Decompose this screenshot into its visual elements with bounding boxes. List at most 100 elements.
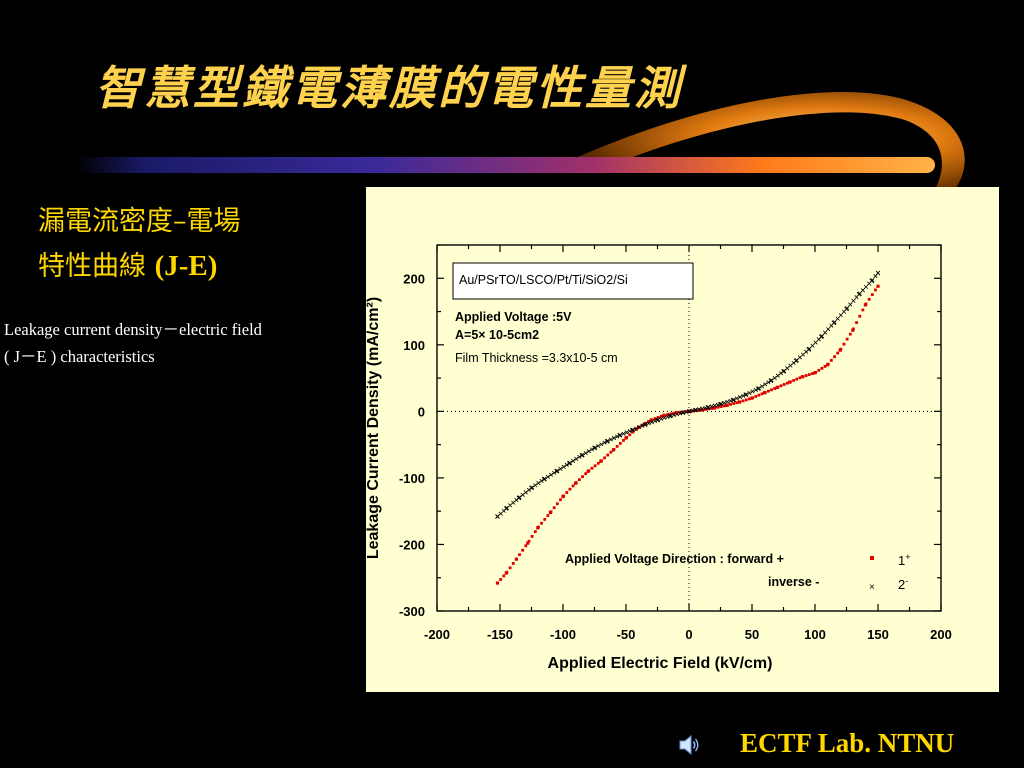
data-series [495,270,881,585]
data-point [628,433,632,437]
data-point [555,468,560,473]
data-point [710,407,714,410]
data-point [719,401,724,406]
data-point [622,438,625,442]
data-point [520,492,525,497]
data-point [750,389,755,394]
x-tick-label: -100 [550,627,576,642]
data-point [801,375,805,378]
data-point [819,334,825,339]
data-point [729,402,732,406]
data-point [633,426,639,431]
data-point [861,308,865,312]
data-point [832,320,837,325]
data-point [776,385,780,389]
data-point [671,412,676,418]
data-point [769,378,774,383]
data-point [700,406,705,411]
data-point [580,452,585,458]
data-point [813,340,818,345]
data-point [766,380,771,385]
data-point [611,435,617,441]
data-point [703,405,708,410]
data-point [779,384,783,388]
data-point [848,332,852,336]
x-tick-label: 100 [804,627,826,642]
data-point [659,416,664,421]
data-point [615,434,620,439]
data-point [618,441,622,445]
data-point [870,293,874,297]
data-point [775,373,780,378]
data-point [738,400,742,404]
data-point [706,405,711,410]
data-point [848,302,853,307]
data-point [822,330,828,335]
data-point [502,574,506,578]
subtitle-line-1: 漏電流密度–電場 [38,206,241,237]
speaker-icon[interactable] [678,733,700,757]
data-point [835,316,840,321]
data-point [561,464,566,469]
data-point [747,390,752,396]
data-point [709,404,714,409]
data-point [656,417,661,422]
data-point [630,427,636,432]
data-point [766,389,770,393]
data-point [570,458,576,463]
sample-label-box [452,262,694,300]
data-point [600,459,603,463]
data-point [640,423,644,427]
data-point [719,405,723,408]
data-point [559,498,562,502]
lab-footer: ECTF Lab. NTNU [740,728,955,758]
x-tick-label: 50 [745,627,759,642]
subtitle-line-2: 特性曲線 (J-E) [38,244,241,289]
data-point [810,343,815,348]
data-point [833,355,836,359]
data-point [826,327,831,332]
data-point [537,525,540,529]
data-point [650,418,654,422]
legend-marker-inverse: × [869,582,875,593]
data-point [674,412,680,417]
data-point [875,270,881,276]
data-point [634,428,638,431]
data-point [587,469,591,473]
data-point [854,295,859,300]
data-point [624,430,629,435]
data-point [726,403,729,407]
data-point [842,342,846,346]
data-point [804,349,809,354]
page-title: 智慧型鐵電薄膜的電性量測 [95,61,683,115]
data-point [574,481,578,485]
data-point [621,431,626,436]
data-point [498,511,503,516]
data-point [722,400,727,405]
data-point [693,407,699,412]
data-point [748,397,751,401]
data-point [608,437,613,442]
data-point [826,362,830,366]
data-point [555,502,559,506]
data-point [615,444,619,448]
data-point [864,302,868,306]
x-tick-label: 150 [867,627,889,642]
data-point [523,490,528,495]
data-point [829,358,833,362]
data-point [817,368,821,372]
data-point [820,366,824,370]
data-point [583,451,588,456]
data-point [533,530,537,534]
data-point [751,396,755,400]
y-tick-label: 0 [418,404,425,419]
sample-label: Au/PSrTO/LSCO/Pt/Ti/SiO2/Si [459,273,628,287]
y-tick-label: -200 [399,537,425,552]
data-point [526,487,532,492]
data-point [807,346,812,351]
x-tick-label: -150 [487,627,513,642]
data-point [539,478,544,484]
data-point [715,402,721,407]
legend-label-inverse: 2- [898,576,908,592]
data-point [756,386,762,391]
